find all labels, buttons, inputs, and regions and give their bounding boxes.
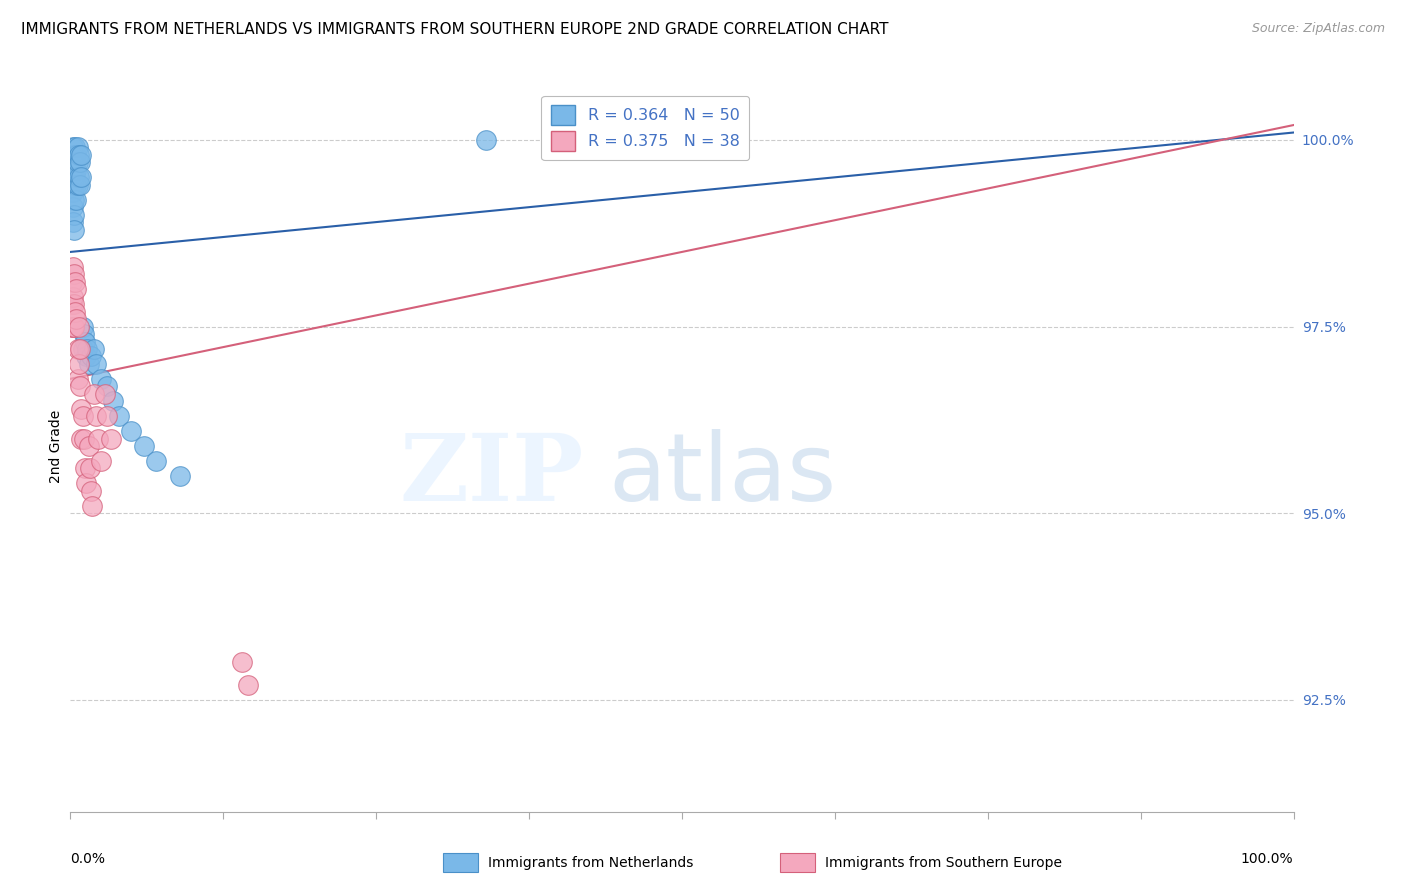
Point: [96, 409, 118, 424]
Point: [90, 372, 112, 386]
Text: 0.0%: 0.0%: [70, 852, 105, 866]
Point: [60, 275, 83, 289]
Point: [73, 432, 96, 446]
Point: [67, 357, 90, 371]
Point: [69, 379, 91, 393]
Point: [60, 162, 83, 177]
Point: [75, 350, 97, 364]
Point: [62, 215, 84, 229]
Point: [236, 678, 259, 692]
Point: [63, 162, 86, 177]
Point: [79, 461, 101, 475]
Point: [60, 297, 83, 311]
Point: [63, 155, 86, 169]
Text: IMMIGRANTS FROM NETHERLANDS VS IMMIGRANTS FROM SOUTHERN EUROPE 2ND GRADE CORRELA: IMMIGRANTS FROM NETHERLANDS VS IMMIGRANT…: [21, 22, 889, 37]
Point: [67, 148, 90, 162]
Point: [63, 208, 86, 222]
Point: [72, 319, 94, 334]
Point: [69, 178, 91, 192]
Point: [76, 342, 98, 356]
Point: [62, 200, 84, 214]
Point: [63, 319, 86, 334]
Point: [63, 275, 86, 289]
Point: [72, 342, 94, 356]
Point: [69, 155, 91, 169]
Point: [65, 282, 87, 296]
Point: [65, 178, 87, 192]
Point: [70, 401, 93, 416]
Point: [63, 170, 86, 185]
Point: [66, 155, 89, 169]
Point: [83, 342, 105, 356]
Point: [121, 424, 143, 438]
Point: [65, 193, 87, 207]
Text: atlas: atlas: [609, 429, 837, 521]
Point: [72, 409, 94, 424]
Point: [132, 439, 155, 453]
Point: [67, 170, 90, 185]
Point: [62, 155, 84, 169]
Point: [70, 432, 93, 446]
Point: [62, 319, 84, 334]
Point: [169, 468, 191, 483]
Point: [475, 133, 498, 147]
Point: [80, 483, 103, 498]
Point: [82, 499, 104, 513]
Point: [75, 476, 97, 491]
Point: [60, 319, 83, 334]
Point: [231, 656, 253, 670]
Point: [73, 326, 96, 341]
Point: [90, 454, 112, 468]
Text: Immigrants from Netherlands: Immigrants from Netherlands: [488, 855, 693, 870]
Text: Source: ZipAtlas.com: Source: ZipAtlas.com: [1251, 22, 1385, 36]
Point: [63, 148, 86, 162]
Point: [70, 148, 93, 162]
Point: [62, 170, 84, 185]
Point: [63, 297, 86, 311]
Text: Immigrants from Southern Europe: Immigrants from Southern Europe: [825, 855, 1063, 870]
Point: [100, 432, 122, 446]
Point: [63, 178, 86, 192]
Point: [80, 350, 103, 364]
Point: [70, 170, 93, 185]
Point: [73, 461, 96, 475]
Point: [145, 454, 167, 468]
Point: [87, 432, 110, 446]
Legend: R = 0.364   N = 50, R = 0.375   N = 38: R = 0.364 N = 50, R = 0.375 N = 38: [541, 95, 749, 160]
Point: [65, 312, 87, 326]
Point: [60, 186, 83, 200]
Point: [66, 372, 89, 386]
Point: [65, 148, 87, 162]
Point: [73, 334, 96, 349]
Point: [66, 140, 89, 154]
Point: [84, 357, 107, 371]
Point: [93, 386, 115, 401]
Point: [62, 186, 84, 200]
Point: [62, 260, 84, 274]
Text: 100.0%: 100.0%: [1241, 852, 1294, 866]
Point: [101, 394, 124, 409]
Point: [62, 140, 84, 154]
Point: [66, 342, 89, 356]
Point: [63, 140, 86, 154]
Point: [77, 439, 100, 453]
Text: ZIP: ZIP: [399, 430, 583, 520]
Point: [63, 304, 86, 318]
Y-axis label: 2nd Grade: 2nd Grade: [49, 409, 63, 483]
Point: [62, 290, 84, 304]
Point: [60, 148, 83, 162]
Point: [83, 386, 105, 401]
Point: [96, 379, 118, 393]
Point: [65, 162, 87, 177]
Point: [67, 319, 90, 334]
Point: [108, 409, 131, 424]
Point: [77, 357, 100, 371]
Point: [69, 342, 91, 356]
Point: [63, 222, 86, 236]
Point: [63, 193, 86, 207]
Point: [66, 178, 89, 192]
Point: [63, 268, 86, 282]
Point: [84, 409, 107, 424]
